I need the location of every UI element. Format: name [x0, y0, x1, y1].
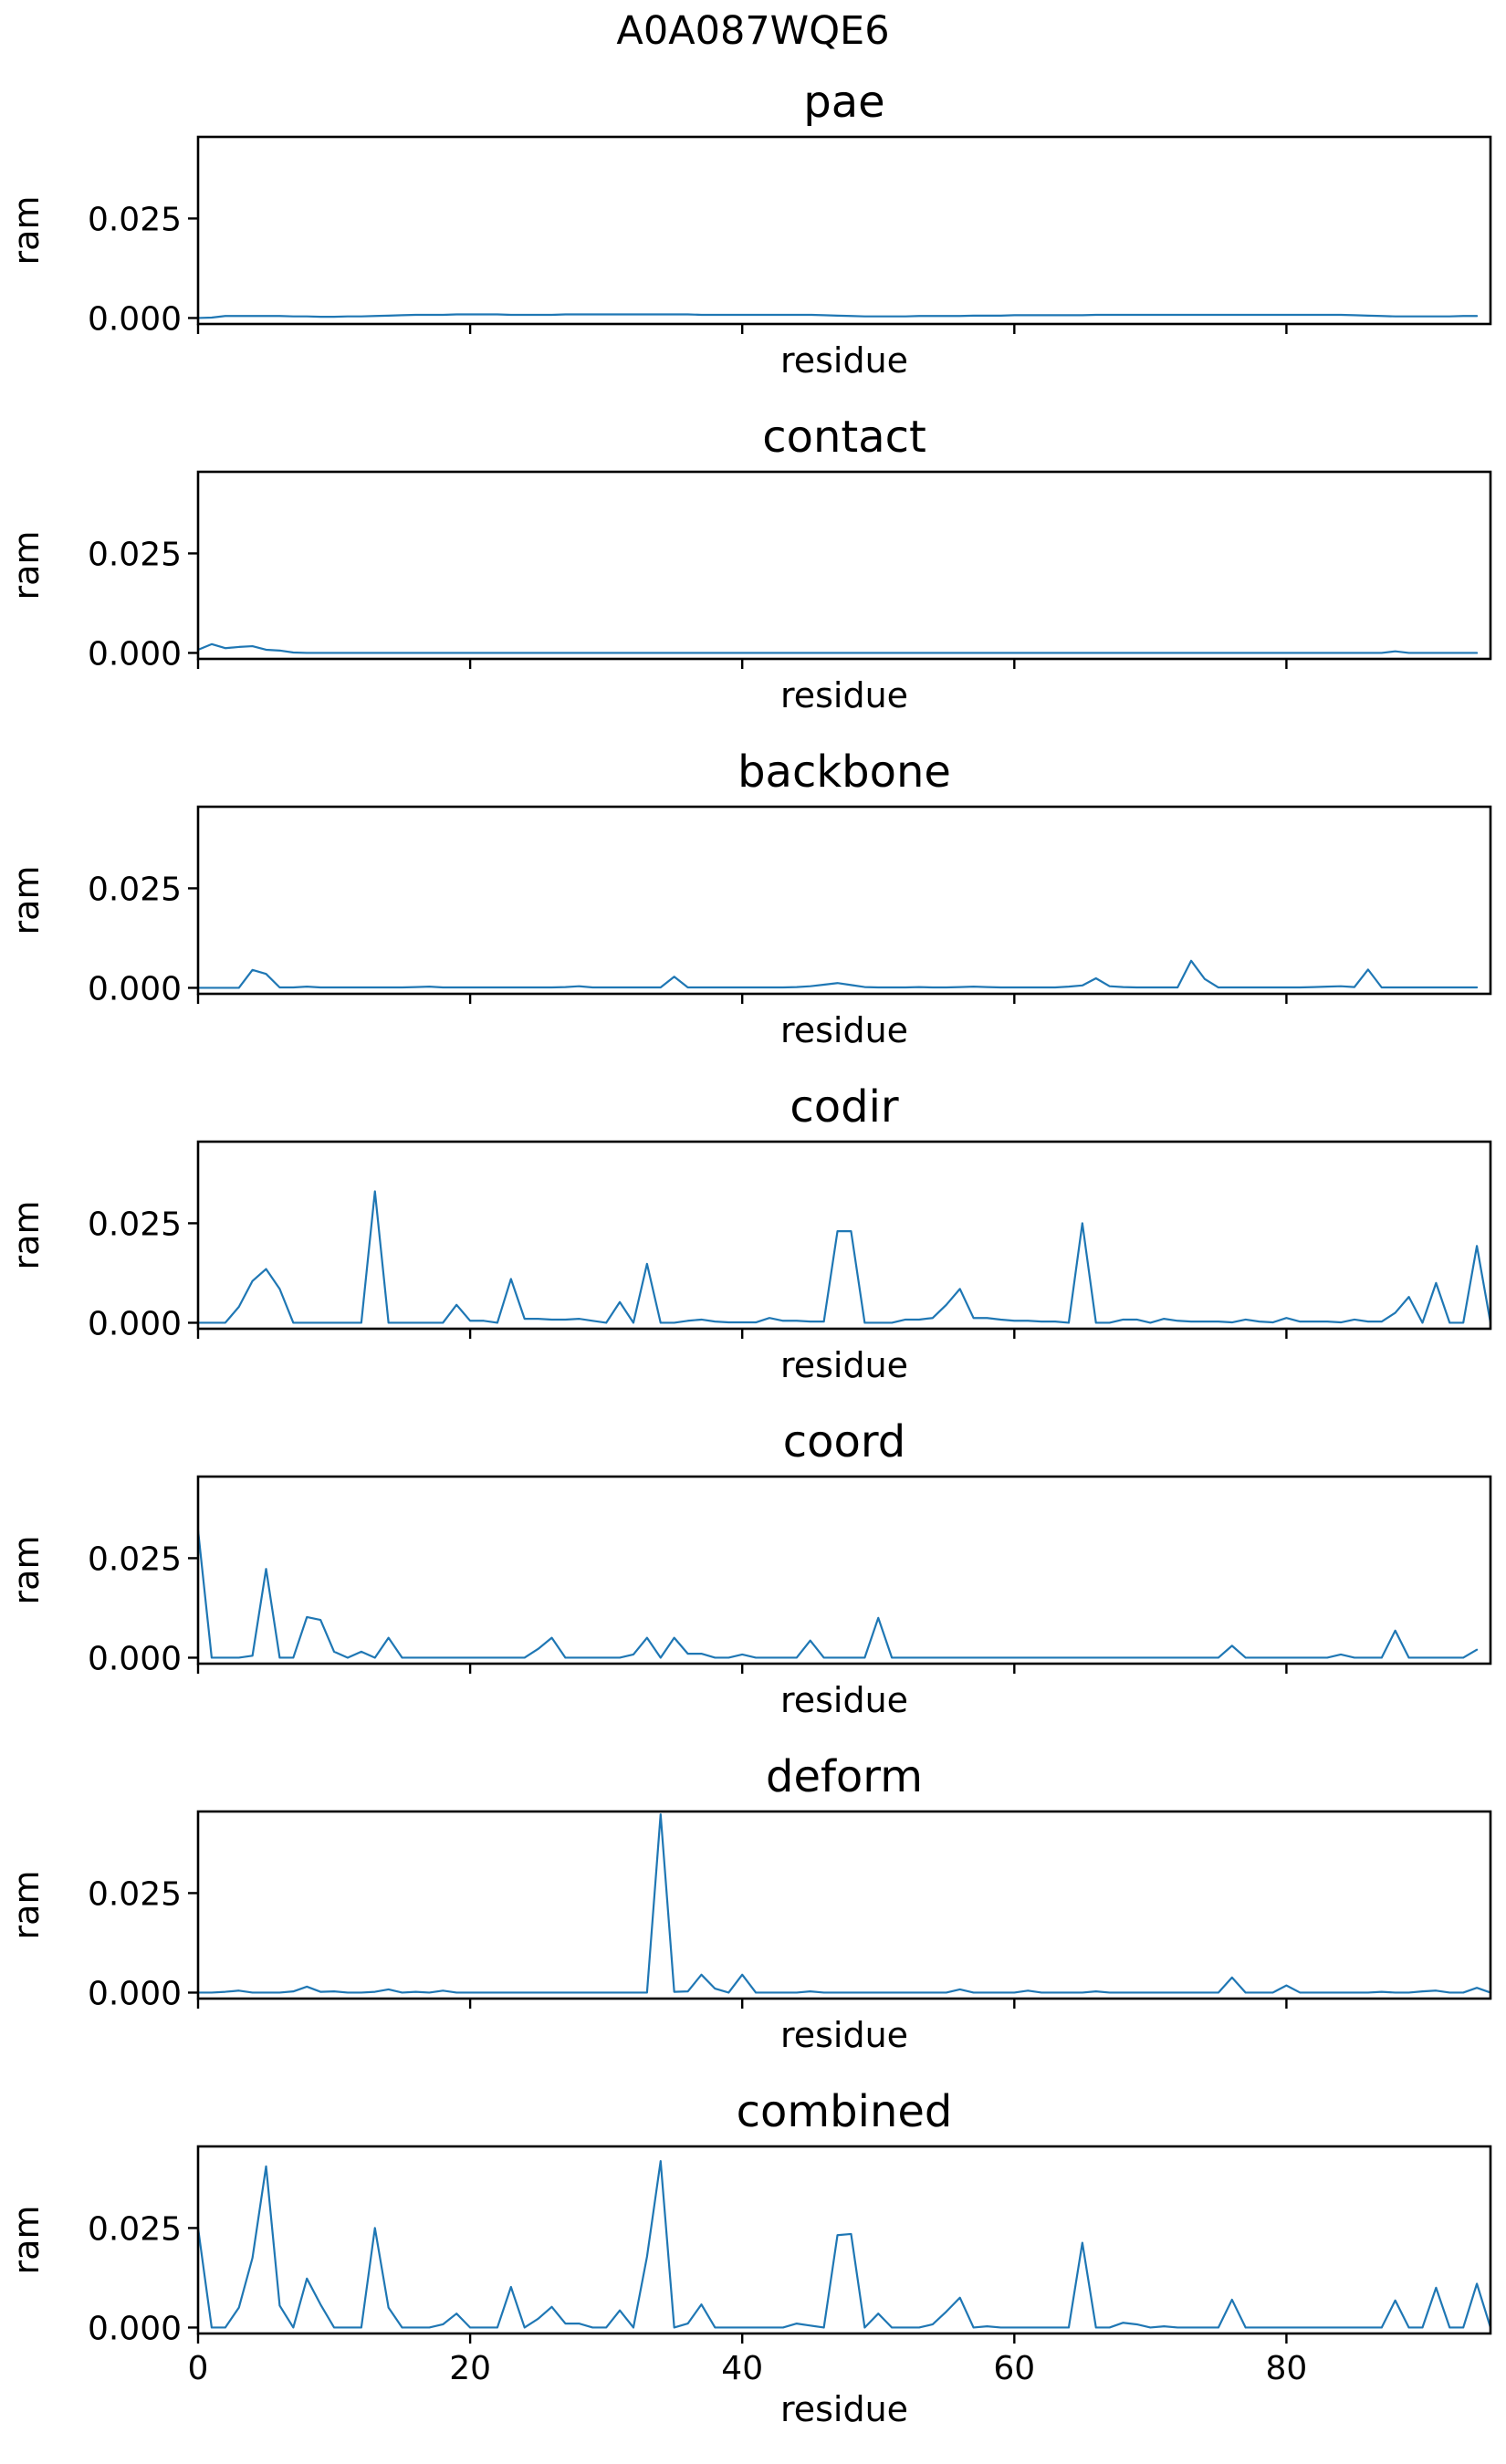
y-axis-label-contact: ram — [6, 531, 47, 600]
y-axis-label-deform: ram — [6, 1871, 47, 1940]
xtick-label-combined-4: 80 — [1266, 2350, 1308, 2387]
plot-frame-deform — [196, 1810, 1492, 2000]
ytick-label-codir-0: 0.000 — [88, 1305, 182, 1342]
series-line-coord-0 — [196, 1529, 1479, 1659]
x-axis-label-contact: residue — [780, 675, 908, 715]
subplot-title-coord: coord — [783, 1416, 905, 1467]
series-line-codir-0 — [196, 1190, 1492, 1324]
ytick-label-contact-1: 0.025 — [88, 536, 182, 573]
subplot-coord: coord 0.000 0.025 residue ram — [6, 1416, 1492, 1720]
x-axis-label-deform: residue — [780, 2015, 908, 2055]
ytick-label-contact-0: 0.000 — [88, 635, 182, 673]
xtick-label-combined-3: 60 — [993, 2350, 1035, 2387]
y-axis-label-backbone: ram — [6, 866, 47, 935]
plot-frame-coord — [196, 1475, 1492, 1665]
x-axis-label-codir: residue — [780, 1345, 908, 1385]
y-axis-label-codir: ram — [6, 1201, 47, 1270]
x-axis-label-coord: residue — [780, 1680, 908, 1720]
y-axis-label-combined: ram — [6, 2206, 47, 2275]
figure-suptitle: A0A087WQE6 — [616, 8, 889, 54]
ytick-label-combined-0: 0.000 — [88, 2310, 182, 2347]
ytick-label-pae-0: 0.000 — [88, 300, 182, 338]
plot-frame-backbone — [196, 805, 1492, 996]
series-line-contact-0 — [196, 642, 1479, 654]
x-axis-label-combined: residue — [780, 2389, 908, 2429]
series-line-combined-0 — [196, 2160, 1492, 2329]
ytick-label-deform-0: 0.000 — [88, 1975, 182, 2012]
subplot-backbone: backbone 0.000 0.025 residue ram — [6, 747, 1492, 1050]
plot-frame-pae — [196, 135, 1492, 326]
xtick-label-combined-1: 20 — [449, 2350, 491, 2387]
subplot-grid: pae 0.000 0.025 residue ram contact 0.000 0.025… — [6, 77, 1492, 2429]
subplot-title-backbone: backbone — [737, 747, 951, 798]
subplot-title-codir: codir — [790, 1081, 899, 1133]
ytick-label-codir-1: 0.025 — [88, 1206, 182, 1243]
ytick-label-coord-1: 0.025 — [88, 1540, 182, 1578]
series-line-deform-0 — [196, 1812, 1492, 1994]
plot-frame-contact — [196, 470, 1492, 661]
ytick-label-backbone-0: 0.000 — [88, 970, 182, 1008]
y-axis-label-pae: ram — [6, 196, 47, 266]
subplot-codir: codir 0.000 0.025 residue ram — [6, 1081, 1492, 1385]
subplot-title-contact: contact — [762, 412, 926, 463]
subplot-pae: pae 0.000 0.025 residue ram — [6, 77, 1492, 381]
x-axis-label-pae: residue — [780, 340, 908, 381]
xtick-label-combined-2: 40 — [721, 2350, 763, 2387]
subplot-title-combined: combined — [737, 2086, 953, 2137]
plot-frame-codir — [196, 1140, 1492, 1331]
xtick-label-combined-0: 0 — [188, 2350, 209, 2387]
subplot-title-pae: pae — [803, 77, 884, 128]
subplot-combined: combined 0.000 0.025 0 20 40 60 80 residue ram — [6, 2086, 1492, 2429]
ytick-label-coord-0: 0.000 — [88, 1640, 182, 1677]
ytick-label-pae-1: 0.025 — [88, 201, 182, 238]
ytick-label-backbone-1: 0.025 — [88, 871, 182, 908]
y-axis-label-coord: ram — [6, 1536, 47, 1605]
subplot-deform: deform 0.000 0.025 residue ram — [6, 1751, 1492, 2055]
x-axis-label-backbone: residue — [780, 1010, 908, 1050]
ytick-label-combined-1: 0.025 — [88, 2210, 182, 2248]
subplot-title-deform: deform — [766, 1751, 923, 1802]
plot-frame-combined — [196, 2145, 1492, 2335]
series-line-pae-0 — [196, 313, 1479, 319]
series-line-backbone-0 — [196, 959, 1479, 989]
subplot-contact: contact 0.000 0.025 residue ram — [6, 412, 1492, 715]
ytick-label-deform-1: 0.025 — [88, 1875, 182, 1913]
